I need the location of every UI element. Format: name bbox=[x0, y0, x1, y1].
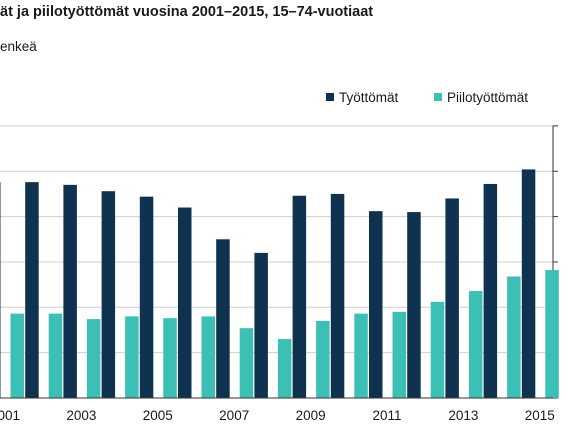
bar-piilotyottomat bbox=[48, 313, 63, 398]
bar-piilotyottomat bbox=[86, 319, 101, 398]
bar-tyottomat bbox=[521, 169, 536, 398]
bar-piilotyottomat bbox=[10, 313, 24, 398]
bar-piilotyottomat bbox=[392, 311, 406, 398]
bar-tyottomat bbox=[330, 193, 345, 398]
x-tick-label: 2003 bbox=[66, 408, 96, 423]
x-tick-label: 2001 bbox=[0, 408, 20, 423]
bar-tyottomat bbox=[254, 252, 268, 398]
bar-tyottomat bbox=[369, 211, 383, 398]
legend-swatch-tyottomat bbox=[326, 93, 334, 101]
x-tick-label: 2013 bbox=[448, 408, 478, 423]
bar-tyottomat bbox=[407, 212, 421, 398]
bar-piilotyottomat bbox=[430, 301, 445, 398]
legend-label-tyottomat: Työttömät bbox=[339, 90, 399, 105]
bar-tyottomat bbox=[483, 183, 498, 398]
bar-tyottomat bbox=[178, 207, 192, 398]
legend-swatch-piilotyottomat bbox=[434, 93, 442, 101]
bar-piilotyottomat bbox=[468, 290, 483, 398]
bar-piilotyottomat bbox=[277, 339, 292, 398]
chart-title: ät ja piilotyöttömät vuosina 2001–2015, … bbox=[0, 4, 374, 20]
bar-tyottomat bbox=[139, 196, 154, 398]
bar-tyottomat bbox=[216, 239, 230, 398]
bar-piilotyottomat bbox=[125, 316, 139, 398]
x-tick-label: 2007 bbox=[219, 408, 249, 423]
bar-piilotyottomat bbox=[507, 276, 521, 398]
bar-tyottomat bbox=[0, 182, 1, 398]
bar-piilotyottomat bbox=[354, 313, 368, 398]
bar-tyottomat bbox=[101, 191, 116, 398]
x-tick-label: 2009 bbox=[296, 408, 326, 423]
bar-tyottomat bbox=[445, 198, 459, 398]
bar-piilotyottomat bbox=[545, 270, 559, 398]
legend-label-piilotyottomat: Piilotyöttömät bbox=[447, 90, 528, 105]
y-axis-label: enkeä bbox=[0, 39, 37, 54]
x-tick-label: 2005 bbox=[143, 408, 173, 423]
bar-piilotyottomat bbox=[163, 318, 177, 398]
x-tick-label: 2015 bbox=[525, 408, 555, 423]
bar-piilotyottomat bbox=[201, 316, 215, 398]
bar-tyottomat bbox=[63, 184, 77, 398]
x-tick-label: 2011 bbox=[372, 408, 401, 423]
bar-tyottomat bbox=[292, 195, 307, 398]
bar-piilotyottomat bbox=[316, 320, 330, 398]
bar-tyottomat bbox=[25, 182, 39, 398]
bar-piilotyottomat bbox=[239, 328, 254, 398]
